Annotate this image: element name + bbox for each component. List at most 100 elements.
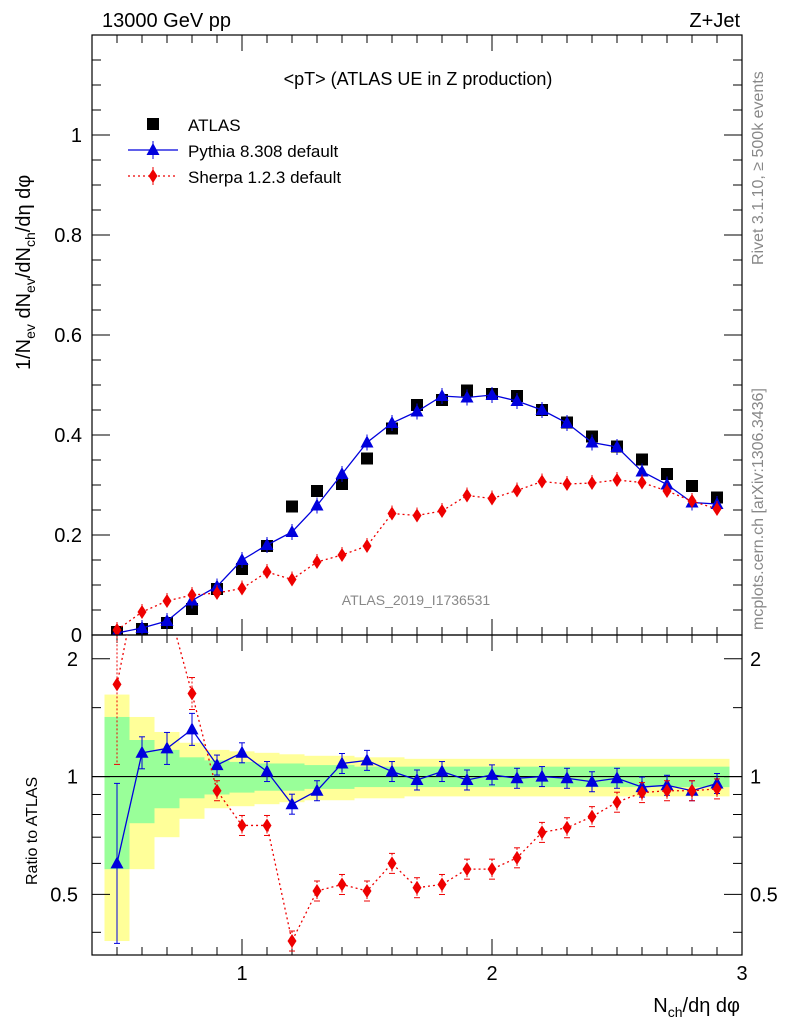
ratio-data-point (138, 552, 147, 566)
ratio-data-point (335, 756, 349, 769)
data-point (587, 476, 597, 490)
ratio-data-point (612, 795, 622, 810)
data-point (186, 603, 198, 615)
data-point (637, 475, 647, 490)
data-point (487, 491, 497, 506)
data-point (235, 553, 249, 565)
data-point (686, 480, 698, 492)
x-tick-label: 3 (736, 963, 747, 985)
ratio-data-point (287, 934, 297, 949)
legend-label: Pythia 8.308 default (188, 142, 339, 161)
ratio-data-point (310, 783, 324, 796)
ratio-data-point (662, 783, 672, 798)
ratio-data-point (362, 884, 372, 899)
data-point (635, 464, 649, 477)
data-point (462, 488, 472, 503)
data-point (260, 538, 274, 550)
header-right: Z+Jet (689, 10, 740, 32)
y-axis-label-text: 1/N (13, 339, 35, 370)
y-tick-label: 0.2 (54, 525, 82, 547)
data-point (712, 502, 722, 516)
ratio-data-point (112, 677, 122, 692)
ratio-tick-label: 0.5 (50, 884, 78, 906)
ratio-data-point (135, 745, 149, 758)
data-point (312, 555, 322, 569)
data-point (361, 452, 373, 465)
data-point (337, 548, 347, 562)
ratio-data-point (587, 809, 597, 824)
upper-plot-area (111, 384, 724, 635)
ratio-plot-area (110, 552, 724, 952)
y-tick-label: 0.4 (54, 425, 82, 447)
data-point (135, 621, 149, 633)
data-point (262, 565, 272, 579)
y-tick-label: 0.6 (54, 325, 82, 347)
data-point (362, 539, 372, 553)
data-point (537, 474, 547, 489)
y-tick-label: 1 (71, 125, 82, 147)
data-point (562, 477, 572, 491)
ratio-data-point (610, 771, 624, 784)
series-2 (112, 472, 722, 635)
ratio-data-point (412, 880, 422, 895)
ratio-data-point (262, 818, 272, 833)
ratio-data-point (187, 686, 197, 701)
header-left: 13000 GeV pp (102, 10, 231, 32)
ratio-data-point (560, 771, 574, 784)
ratio-data-point (337, 877, 347, 892)
ratio-data-point (285, 797, 299, 810)
uncertainty-bands (104, 694, 730, 942)
mcplots-label: mcplots.cern.ch [arXiv:1306.3436] (750, 388, 767, 630)
ratio-data-point (585, 774, 599, 787)
data-point (160, 614, 174, 626)
ratio-data-point (460, 772, 474, 785)
data-point (512, 483, 522, 498)
ratio-data-point (312, 884, 322, 899)
chart-title: <pT> (ATLAS UE in Z production) (284, 69, 553, 89)
data-point (585, 435, 599, 448)
data-point (336, 478, 348, 490)
ratio-data-point (510, 771, 524, 784)
legend-item: Pythia 8.308 default (128, 141, 339, 161)
ratio-data-point (110, 856, 124, 869)
y-tick-label: 0 (71, 625, 82, 647)
legend-item: ATLAS (147, 116, 241, 135)
ratio-panel: 1 2 3 0.5 0.5 1 1 2 2 (50, 552, 778, 985)
ratio-data-point (410, 772, 424, 785)
ratio-data-point (387, 856, 397, 871)
ratio-tick-label-right: 2 (750, 649, 761, 671)
green-band-bin (179, 757, 205, 799)
ratio-data-point (637, 785, 647, 800)
ratio-data-point (185, 722, 199, 735)
data-point (385, 416, 399, 428)
data-point (610, 440, 624, 452)
data-point (535, 403, 549, 415)
data-point (187, 588, 197, 602)
legend-item: Sherpa 1.2.3 default (128, 167, 341, 187)
ratio-data-point (385, 764, 399, 777)
ratio-axis-label: Ratio to ATLAS (24, 777, 41, 885)
ratio-tick-label-right: 0.5 (750, 884, 778, 906)
ratio-data-point (435, 764, 449, 777)
ratio-tick-label: 2 (67, 649, 78, 671)
data-point (410, 404, 424, 417)
x-tick-label: 1 (236, 963, 247, 985)
data-point (286, 500, 298, 513)
legend-label: Sherpa 1.2.3 default (188, 168, 341, 187)
y-axis-label: 1/Nev dNev/dNch/dη dφ (13, 175, 38, 370)
data-point (137, 605, 147, 619)
ratio-data-point (237, 818, 247, 833)
ratio-data-point (512, 850, 522, 865)
ratio-data-point (235, 745, 249, 758)
data-point (335, 467, 349, 479)
ratio-data-point (212, 783, 222, 798)
data-point (460, 390, 474, 403)
data-point (687, 494, 697, 508)
x-axis-label: Nch/dη dφ (653, 995, 740, 1020)
ratio-data-point (562, 820, 572, 835)
data-point (485, 388, 499, 400)
ratio-series-1 (112, 552, 722, 952)
ratio-tick-label: 1 (67, 767, 78, 789)
data-point (237, 581, 247, 596)
legend-marker (146, 143, 160, 155)
